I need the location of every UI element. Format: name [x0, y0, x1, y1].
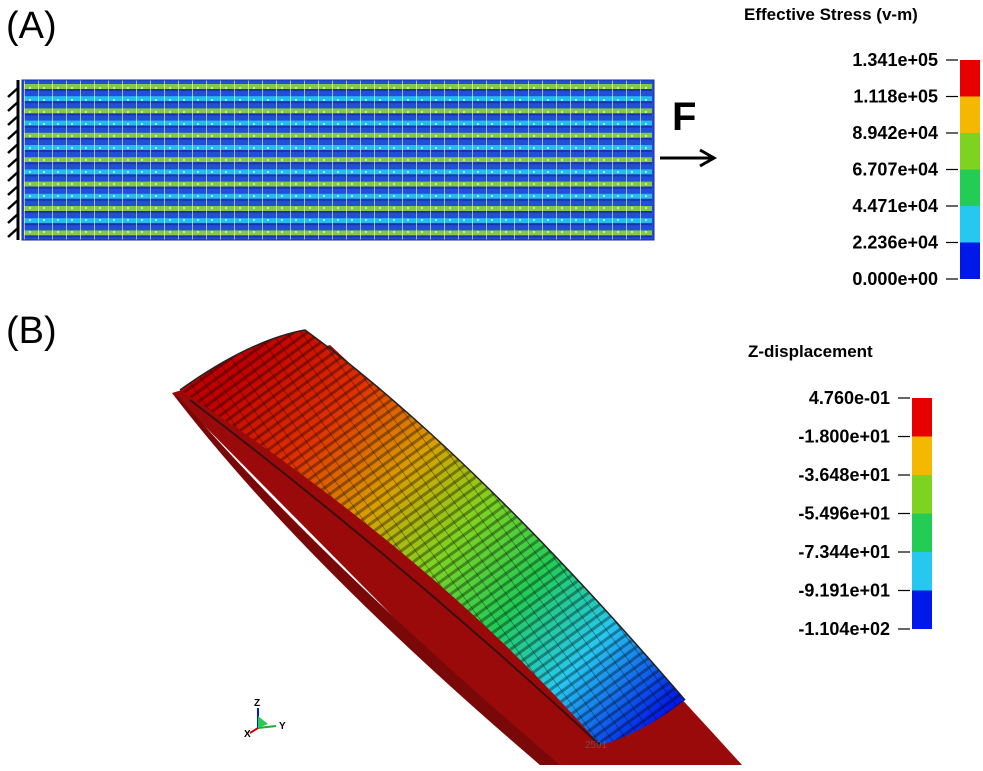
- legend-b-value: -1.104e+02: [798, 619, 890, 639]
- legend-a: 1.341e+05 1.118e+05 8.942e+04 6.707e+04 4.47…: [852, 50, 980, 289]
- panel-a-label: (A): [6, 5, 57, 47]
- legend-b-value: -9.191e+01: [798, 581, 890, 601]
- legend-b-swatch: [912, 398, 932, 437]
- legend-a-swatch: [960, 206, 980, 243]
- legend-a-swatch: [960, 60, 980, 97]
- force-label: F: [672, 95, 696, 139]
- legend-b-value: -5.496e+01: [798, 504, 890, 524]
- legend-a-swatch: [960, 169, 980, 206]
- legend-b-swatch: [912, 552, 932, 591]
- legend-b-swatch: [912, 436, 932, 475]
- legend-b-value: -3.648e+01: [798, 465, 890, 485]
- legend-b-swatch: [912, 590, 932, 629]
- legend-a-swatch: [960, 133, 980, 170]
- legend-b-value: -1.800e+01: [798, 427, 890, 447]
- triad-y-label: Y: [279, 721, 286, 732]
- legend-b: 4.760e-01 -1.800e+01 -3.648e+01 -5.496e+01 -…: [798, 388, 932, 639]
- legend-a-value: 1.118e+05: [853, 87, 938, 107]
- legend-a-value: 1.341e+05: [852, 50, 938, 70]
- legend-b-title: Z-displacement: [748, 342, 873, 361]
- legend-a-value: 6.707e+04: [852, 160, 938, 180]
- legend-a-swatch: [960, 96, 980, 133]
- legend-a-swatch: [960, 242, 980, 279]
- deformed-body: [172, 329, 742, 765]
- legend-b-value: -7.344e+01: [798, 542, 890, 562]
- legend-a-value: 0.000e+00: [852, 269, 938, 289]
- fixed-support: [7, 80, 20, 240]
- legend-a-title: Effective Stress (v-m): [744, 5, 918, 24]
- legend-a-value: 2.236e+04: [852, 233, 938, 253]
- mesh-watermark: 2591: [585, 740, 608, 751]
- axis-triad: Z Y X: [244, 698, 286, 740]
- triad-x-label: X: [244, 729, 251, 740]
- legend-b-swatch: [912, 513, 932, 552]
- panel-b-label: (B): [6, 310, 57, 352]
- legend-b-value: 4.760e-01: [809, 388, 890, 408]
- legend-a-value: 4.471e+04: [852, 196, 938, 216]
- mesh-plate: [21, 79, 655, 241]
- triad-z-label: Z: [254, 698, 260, 709]
- legend-b-swatch: [912, 475, 932, 514]
- force-arrow: [660, 148, 718, 168]
- legend-a-value: 8.942e+04: [852, 123, 938, 143]
